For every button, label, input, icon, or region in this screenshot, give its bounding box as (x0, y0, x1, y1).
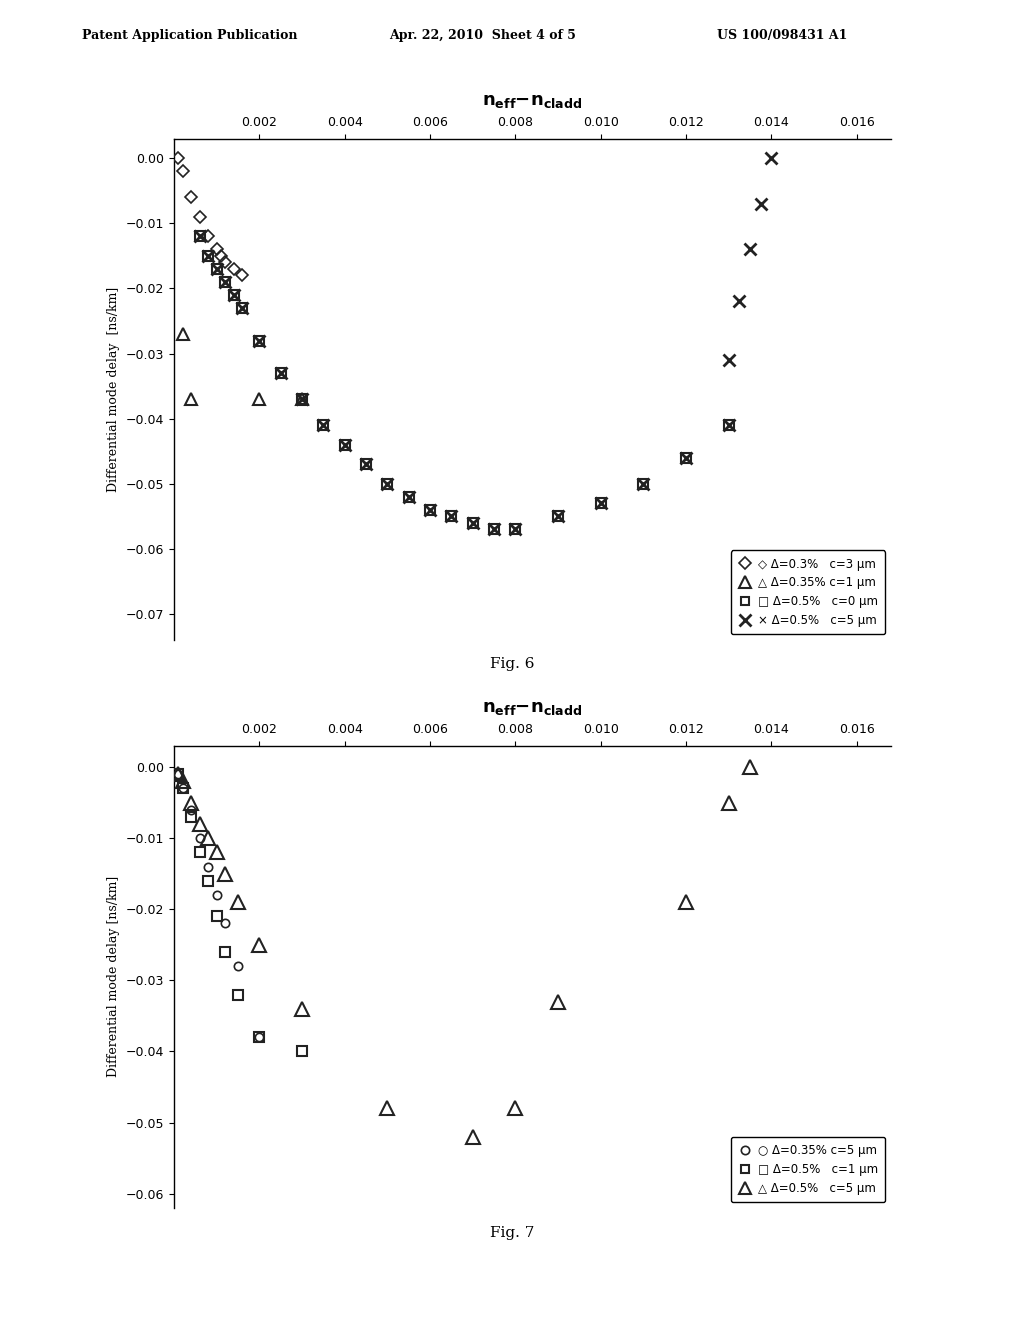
Text: Apr. 22, 2010  Sheet 4 of 5: Apr. 22, 2010 Sheet 4 of 5 (389, 29, 575, 42)
Legend: ○ Δ=0.35% c=5 μm, □ Δ=0.5%   c=1 μm, △ Δ=0.5%   c=5 μm: ○ Δ=0.35% c=5 μm, □ Δ=0.5% c=1 μm, △ Δ=0… (730, 1137, 885, 1203)
Y-axis label: Differential mode delay [ns/km]: Differential mode delay [ns/km] (108, 876, 120, 1077)
Title: $\mathbf{n_{eff}}$$\mathbf{-n_{cladd}}$: $\mathbf{n_{eff}}$$\mathbf{-n_{cladd}}$ (482, 92, 583, 110)
Text: Fig. 6: Fig. 6 (489, 657, 535, 672)
Y-axis label: Differential mode delay  [ns/km]: Differential mode delay [ns/km] (108, 286, 120, 492)
Text: Patent Application Publication: Patent Application Publication (82, 29, 297, 42)
Title: $\mathbf{n_{eff}}$$\mathbf{-n_{cladd}}$: $\mathbf{n_{eff}}$$\mathbf{-n_{cladd}}$ (482, 700, 583, 717)
Legend: ◇ Δ=0.3%   c=3 μm, △ Δ=0.35% c=1 μm, □ Δ=0.5%   c=0 μm, × Δ=0.5%   c=5 μm: ◇ Δ=0.3% c=3 μm, △ Δ=0.35% c=1 μm, □ Δ=0… (731, 550, 885, 635)
Text: Fig. 7: Fig. 7 (489, 1226, 535, 1241)
Text: US 100/098431 A1: US 100/098431 A1 (717, 29, 847, 42)
